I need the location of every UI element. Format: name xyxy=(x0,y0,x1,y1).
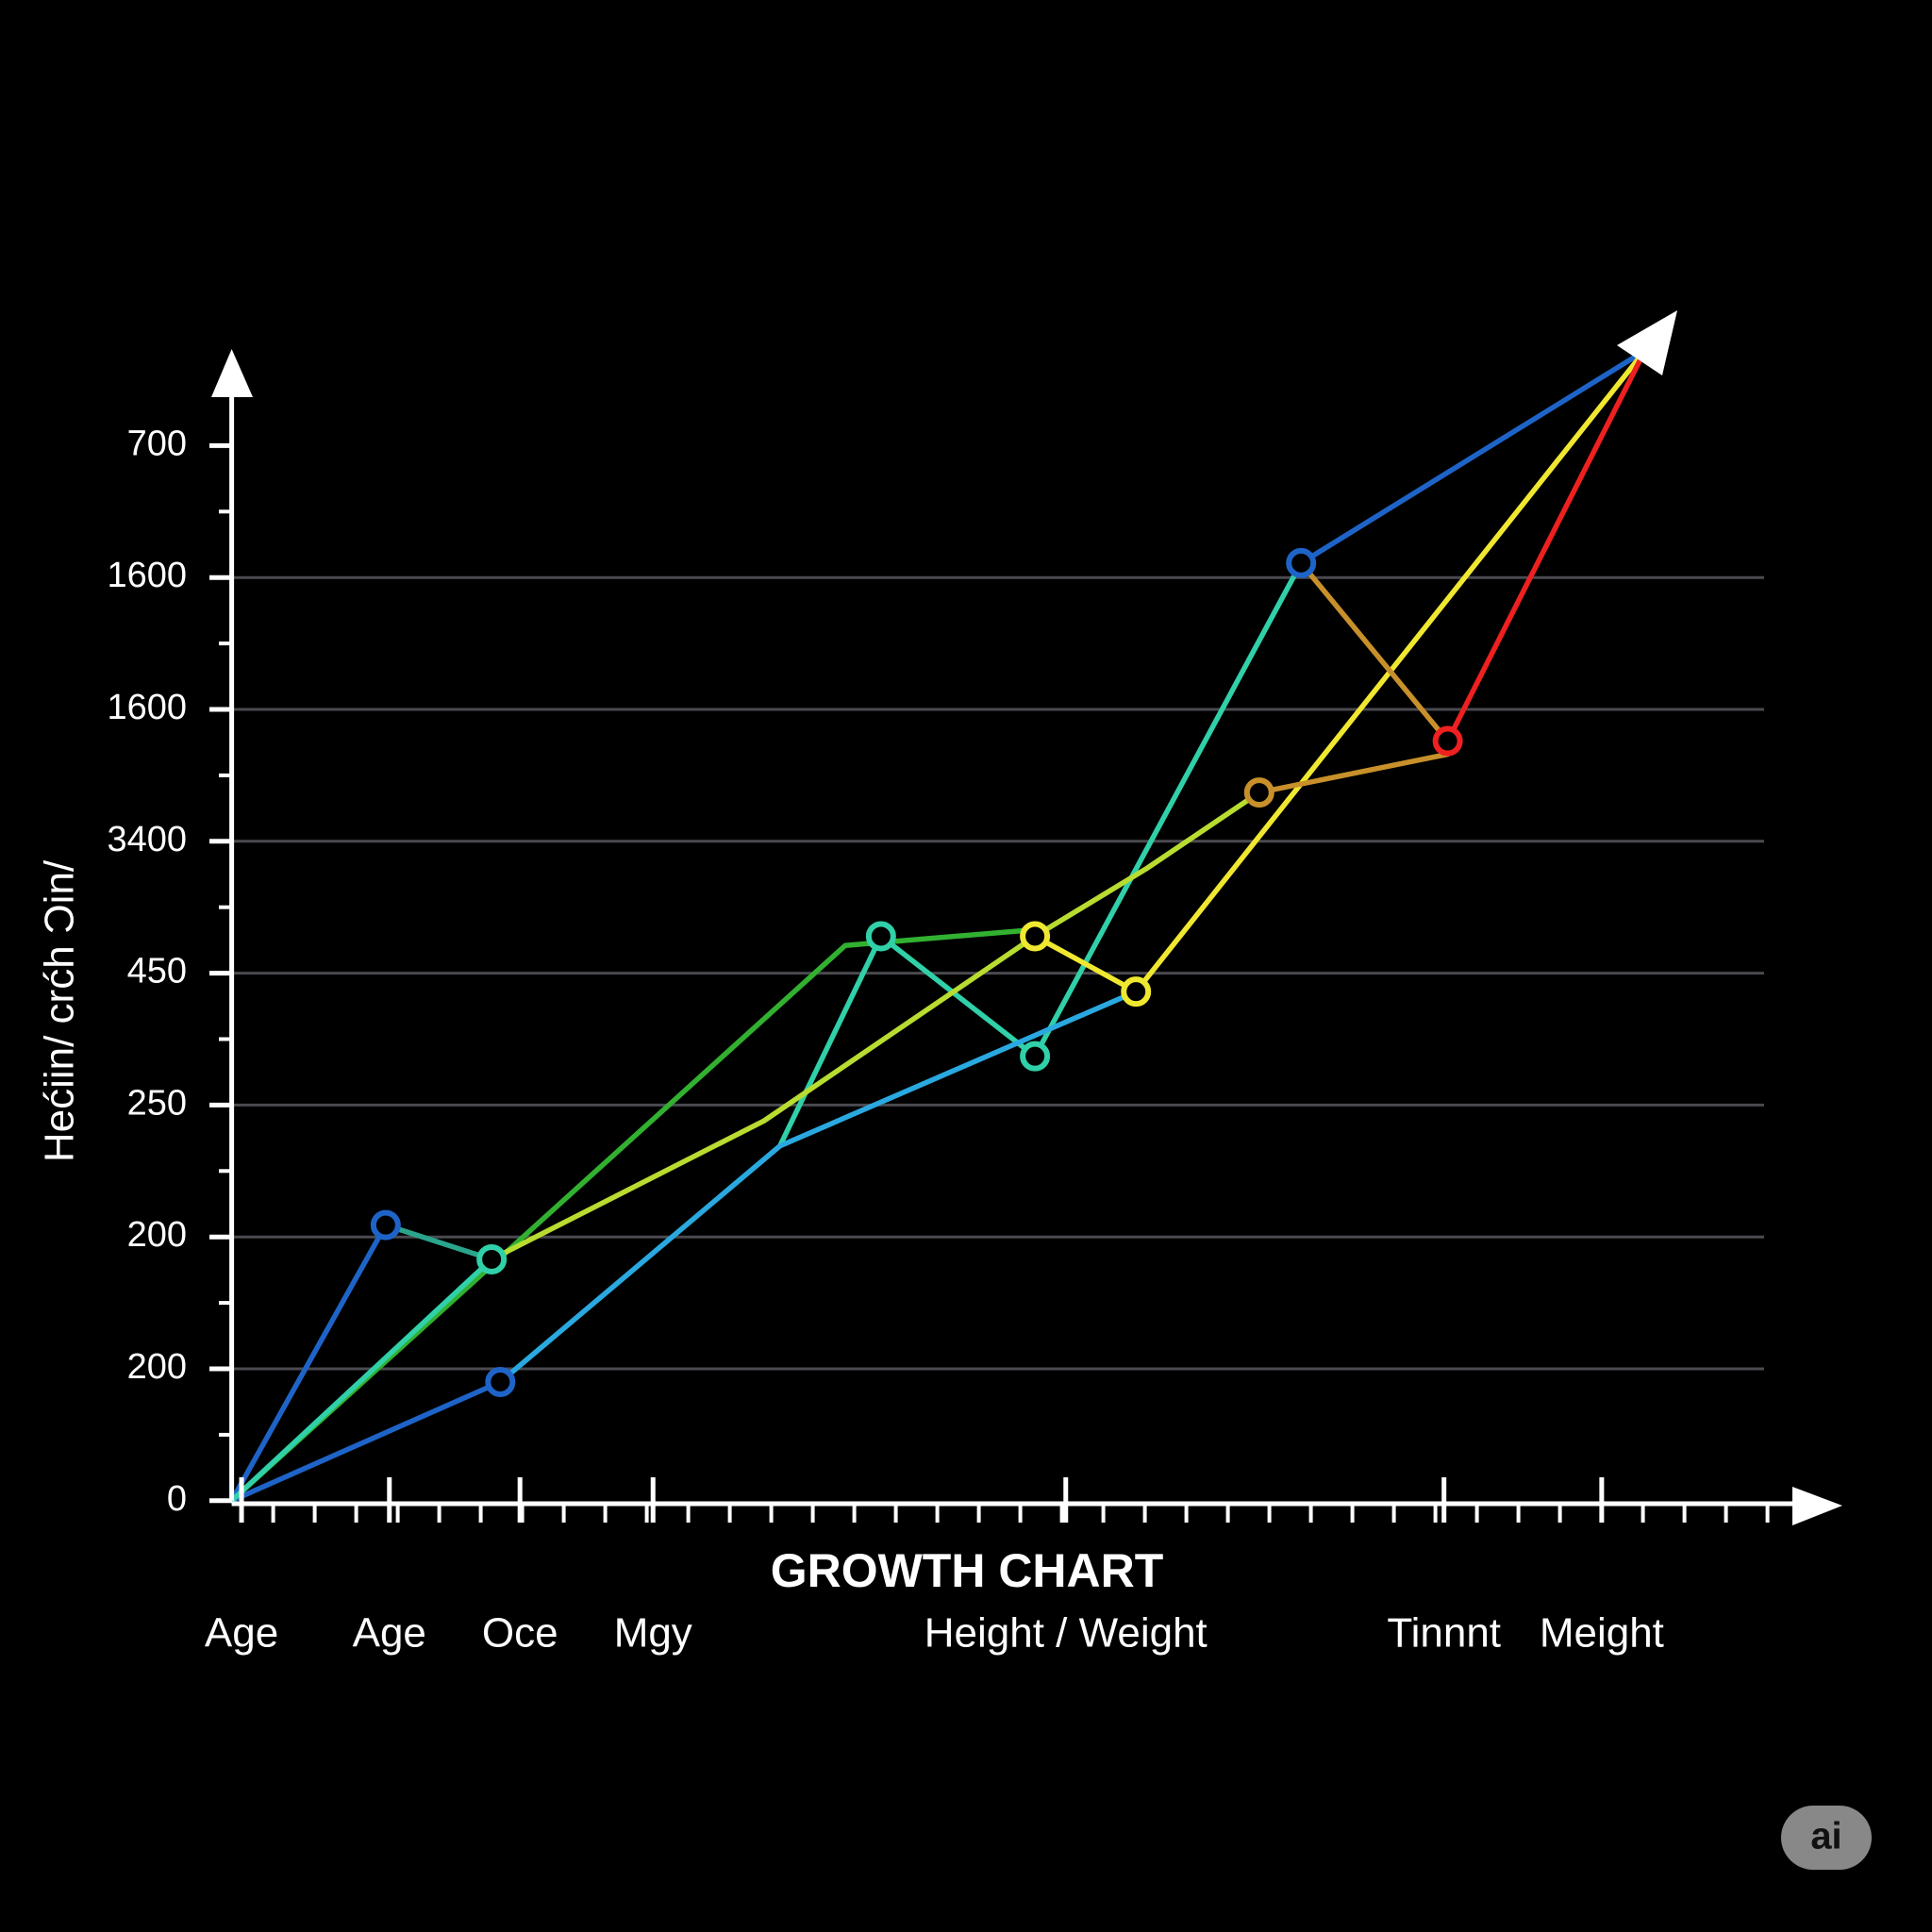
series-line xyxy=(1257,560,1451,795)
y-tick-label: 0 xyxy=(167,1479,187,1519)
x-tick-label: Age xyxy=(205,1610,278,1657)
series-line xyxy=(497,989,1139,1385)
x-tick-label: Height / Weight xyxy=(924,1610,1208,1657)
y-tick-label: 700 xyxy=(127,424,187,463)
y-tick-label: 3400 xyxy=(107,820,187,859)
y-tick-label: 1600 xyxy=(107,556,187,595)
point-marker xyxy=(485,1366,516,1397)
point-marker xyxy=(1020,921,1051,952)
series-line xyxy=(228,560,1304,1504)
watermark-badge xyxy=(1781,1806,1872,1870)
trend-arrow xyxy=(1617,310,1677,375)
y-tick-label: 450 xyxy=(127,952,187,991)
x-tick-label: Oce xyxy=(482,1610,558,1657)
x-tick-label: Meight xyxy=(1540,1610,1664,1657)
y-tick-label: 200 xyxy=(127,1347,187,1387)
point-marker xyxy=(1020,1041,1051,1072)
series-line xyxy=(383,1222,494,1262)
grid xyxy=(231,575,1764,1371)
x-axis-arrow xyxy=(1792,1487,1842,1525)
series-line xyxy=(228,926,1038,1504)
series-line xyxy=(1444,347,1648,744)
y-tick-label: 200 xyxy=(127,1215,187,1255)
watermark-text: ai xyxy=(1810,1816,1841,1857)
x-tick-label: Mgy xyxy=(614,1610,692,1657)
point-marker xyxy=(476,1243,508,1274)
point-marker xyxy=(1243,777,1274,808)
y-axis-arrow xyxy=(211,349,253,397)
x-tick-label: Age xyxy=(353,1610,426,1657)
x-tick-label: Tinnnt xyxy=(1387,1610,1501,1657)
point-marker xyxy=(865,921,896,952)
series-line xyxy=(228,347,1648,1504)
point-marker xyxy=(1286,547,1317,578)
x-axis-title: GROWTH CHART xyxy=(771,1544,1164,1597)
point-marker xyxy=(1432,725,1463,757)
point-marker xyxy=(370,1209,401,1241)
plot xyxy=(228,347,1648,1504)
y-tick-label: 1600 xyxy=(107,688,187,727)
y-tick-label: 250 xyxy=(127,1083,187,1123)
point-marker xyxy=(1121,976,1152,1008)
y-axis-title: Hećiin/ crćh Ɔin/ xyxy=(37,859,83,1162)
